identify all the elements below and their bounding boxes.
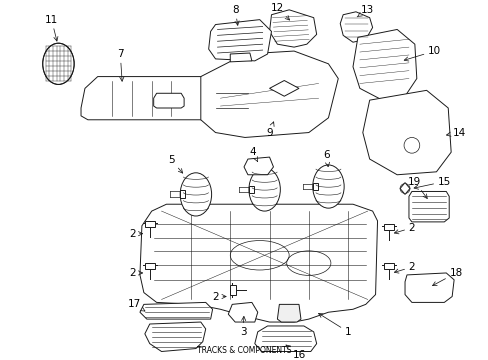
Text: 7: 7 [117, 49, 123, 81]
Text: 17: 17 [127, 300, 144, 311]
Text: 3: 3 [239, 316, 246, 337]
Polygon shape [144, 263, 154, 269]
Ellipse shape [42, 43, 74, 85]
Polygon shape [144, 322, 205, 351]
Polygon shape [269, 10, 316, 47]
Text: 2: 2 [394, 223, 414, 234]
Polygon shape [384, 224, 393, 230]
Text: 19: 19 [407, 177, 427, 198]
Polygon shape [408, 192, 448, 222]
Text: 13: 13 [356, 5, 374, 17]
Text: 10: 10 [404, 46, 440, 61]
Text: 15: 15 [413, 177, 450, 189]
Polygon shape [81, 77, 220, 120]
Text: 11: 11 [45, 15, 58, 41]
Polygon shape [254, 326, 316, 351]
Polygon shape [230, 53, 251, 62]
Text: 2: 2 [128, 229, 142, 239]
Polygon shape [312, 183, 317, 190]
Ellipse shape [248, 168, 280, 211]
Text: 5: 5 [168, 155, 183, 173]
Text: 4: 4 [249, 147, 257, 161]
Circle shape [403, 138, 419, 153]
Circle shape [399, 184, 409, 193]
Polygon shape [153, 93, 184, 108]
Polygon shape [277, 304, 300, 322]
Polygon shape [201, 51, 338, 138]
Polygon shape [352, 30, 416, 100]
Text: 9: 9 [265, 122, 274, 138]
Text: 18: 18 [432, 268, 462, 285]
Text: 8: 8 [231, 5, 239, 25]
Polygon shape [140, 204, 377, 322]
Polygon shape [269, 81, 298, 96]
Polygon shape [362, 90, 450, 175]
Ellipse shape [312, 165, 344, 208]
Polygon shape [144, 221, 154, 227]
Polygon shape [140, 302, 212, 319]
Text: 2: 2 [394, 262, 414, 273]
Polygon shape [228, 302, 257, 322]
Polygon shape [208, 20, 271, 61]
Polygon shape [230, 285, 236, 294]
Text: 12: 12 [270, 3, 289, 20]
Ellipse shape [180, 173, 211, 216]
Polygon shape [180, 190, 185, 198]
Polygon shape [248, 185, 253, 193]
Polygon shape [384, 263, 393, 269]
Text: 6: 6 [323, 150, 329, 167]
Text: TRACKS & COMPONENTS: TRACKS & COMPONENTS [196, 346, 291, 355]
Text: 2: 2 [212, 292, 225, 302]
Text: 14: 14 [446, 127, 465, 138]
Polygon shape [340, 12, 372, 42]
Text: 1: 1 [318, 314, 351, 337]
Polygon shape [244, 157, 273, 175]
Polygon shape [404, 273, 453, 302]
Text: 16: 16 [285, 345, 305, 360]
Text: 2: 2 [128, 268, 142, 278]
Polygon shape [399, 183, 409, 194]
